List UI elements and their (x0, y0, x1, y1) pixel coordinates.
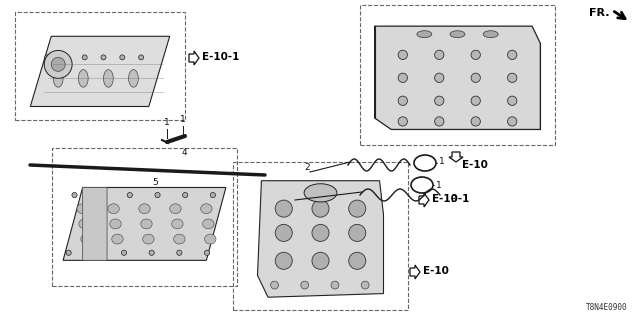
Ellipse shape (201, 204, 212, 214)
Ellipse shape (205, 234, 216, 244)
Circle shape (93, 250, 99, 255)
FancyBboxPatch shape (83, 188, 107, 260)
Circle shape (301, 281, 308, 289)
Ellipse shape (170, 204, 181, 214)
Circle shape (204, 250, 210, 255)
Circle shape (435, 73, 444, 83)
Circle shape (120, 55, 125, 60)
Circle shape (51, 57, 65, 71)
Ellipse shape (77, 204, 88, 214)
Circle shape (508, 96, 517, 105)
Circle shape (398, 117, 408, 126)
Circle shape (275, 224, 292, 241)
Text: E-10: E-10 (423, 266, 449, 276)
Text: 1: 1 (436, 180, 442, 189)
Circle shape (127, 192, 132, 198)
Ellipse shape (417, 31, 432, 38)
Circle shape (398, 73, 408, 83)
Ellipse shape (483, 31, 498, 38)
Circle shape (101, 55, 106, 60)
Circle shape (177, 250, 182, 255)
Ellipse shape (304, 184, 337, 202)
Circle shape (72, 192, 77, 198)
Ellipse shape (450, 31, 465, 38)
Circle shape (122, 250, 127, 255)
Circle shape (435, 117, 444, 126)
Polygon shape (410, 265, 420, 279)
Polygon shape (257, 181, 383, 297)
Ellipse shape (78, 70, 88, 87)
Ellipse shape (112, 234, 123, 244)
Ellipse shape (129, 70, 138, 87)
Circle shape (435, 50, 444, 60)
Circle shape (275, 252, 292, 269)
Circle shape (361, 281, 369, 289)
Text: T8N4E0900: T8N4E0900 (586, 303, 628, 312)
Circle shape (471, 50, 481, 60)
Polygon shape (374, 26, 540, 130)
Circle shape (63, 55, 68, 60)
Polygon shape (189, 51, 199, 65)
Circle shape (471, 96, 481, 105)
Bar (233, 162, 408, 310)
Circle shape (66, 250, 71, 255)
Circle shape (398, 50, 408, 60)
Ellipse shape (81, 234, 92, 244)
Circle shape (275, 200, 292, 217)
Bar (15, 12, 185, 120)
Bar (52, 148, 237, 286)
Ellipse shape (104, 70, 113, 87)
Text: E-10: E-10 (462, 160, 488, 170)
Ellipse shape (143, 234, 154, 244)
Polygon shape (419, 193, 429, 207)
Bar (360, 5, 555, 145)
Circle shape (508, 117, 517, 126)
Ellipse shape (108, 204, 119, 214)
Ellipse shape (110, 219, 121, 229)
Circle shape (312, 252, 329, 269)
Circle shape (508, 73, 517, 83)
Text: FR.: FR. (589, 8, 609, 18)
Circle shape (471, 73, 481, 83)
Circle shape (82, 55, 87, 60)
Polygon shape (30, 36, 170, 107)
Circle shape (45, 55, 49, 60)
Circle shape (435, 96, 444, 105)
Circle shape (182, 192, 188, 198)
Circle shape (271, 281, 278, 289)
Text: E-10-1: E-10-1 (432, 194, 469, 204)
Circle shape (331, 281, 339, 289)
Ellipse shape (79, 219, 90, 229)
Text: 1: 1 (180, 115, 186, 124)
Circle shape (139, 55, 143, 60)
Text: 1: 1 (439, 157, 445, 166)
Ellipse shape (172, 219, 183, 229)
Circle shape (471, 117, 481, 126)
Ellipse shape (141, 219, 152, 229)
Text: E-10-1: E-10-1 (202, 52, 239, 62)
Ellipse shape (173, 234, 185, 244)
Ellipse shape (53, 70, 63, 87)
Circle shape (312, 224, 329, 241)
Circle shape (44, 51, 72, 78)
Circle shape (312, 200, 329, 217)
Ellipse shape (203, 219, 214, 229)
Circle shape (100, 192, 105, 198)
Text: 1: 1 (164, 118, 170, 127)
Text: 2: 2 (305, 164, 310, 172)
Polygon shape (63, 188, 226, 260)
Text: 4: 4 (181, 148, 187, 157)
Circle shape (149, 250, 154, 255)
Circle shape (349, 252, 366, 269)
Circle shape (155, 192, 160, 198)
Ellipse shape (139, 204, 150, 214)
Circle shape (508, 50, 517, 60)
Text: 3: 3 (450, 196, 456, 204)
Polygon shape (449, 152, 463, 162)
Circle shape (211, 192, 216, 198)
Text: 5: 5 (152, 178, 158, 187)
Circle shape (349, 224, 366, 241)
Circle shape (398, 96, 408, 105)
Circle shape (349, 200, 366, 217)
